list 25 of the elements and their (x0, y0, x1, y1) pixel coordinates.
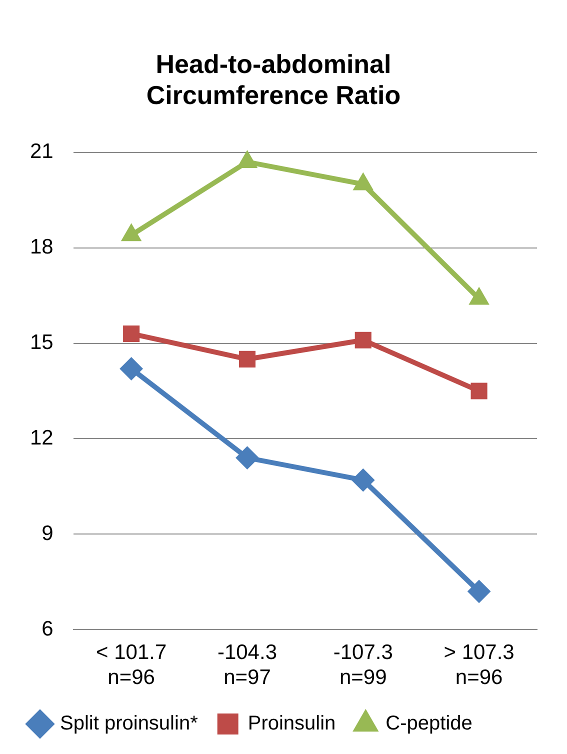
x-tick-label: < 101.7 n=96 (96, 640, 167, 690)
point (352, 468, 375, 492)
x-tick-label: -107.3 n=99 (333, 640, 393, 690)
point (236, 446, 259, 470)
point (470, 382, 488, 400)
point (469, 287, 490, 305)
legend-label: Split proinsulin* (60, 712, 198, 735)
point (121, 224, 142, 242)
y-tick-label: 9 (42, 522, 54, 545)
y-tick-label: 12 (30, 426, 54, 450)
point (353, 172, 374, 190)
legend-label: C-peptide (386, 712, 472, 735)
x-tick-label: > 107.3 n=96 (444, 640, 514, 690)
point (238, 350, 256, 368)
y-tick-label: 18 (30, 236, 54, 259)
chart-title: Head-to-abdominal Circumference Ratio (146, 48, 401, 110)
legend-label: Proinsulin (248, 712, 336, 735)
point (237, 150, 258, 168)
x-tick-label: -104.3 n=97 (217, 640, 277, 690)
y-tick-label: 6 (42, 617, 54, 640)
point (120, 357, 143, 380)
point (123, 325, 140, 342)
y-tick-label: 21 (30, 140, 54, 164)
y-tick-label: 15 (30, 331, 54, 354)
point (354, 332, 372, 348)
